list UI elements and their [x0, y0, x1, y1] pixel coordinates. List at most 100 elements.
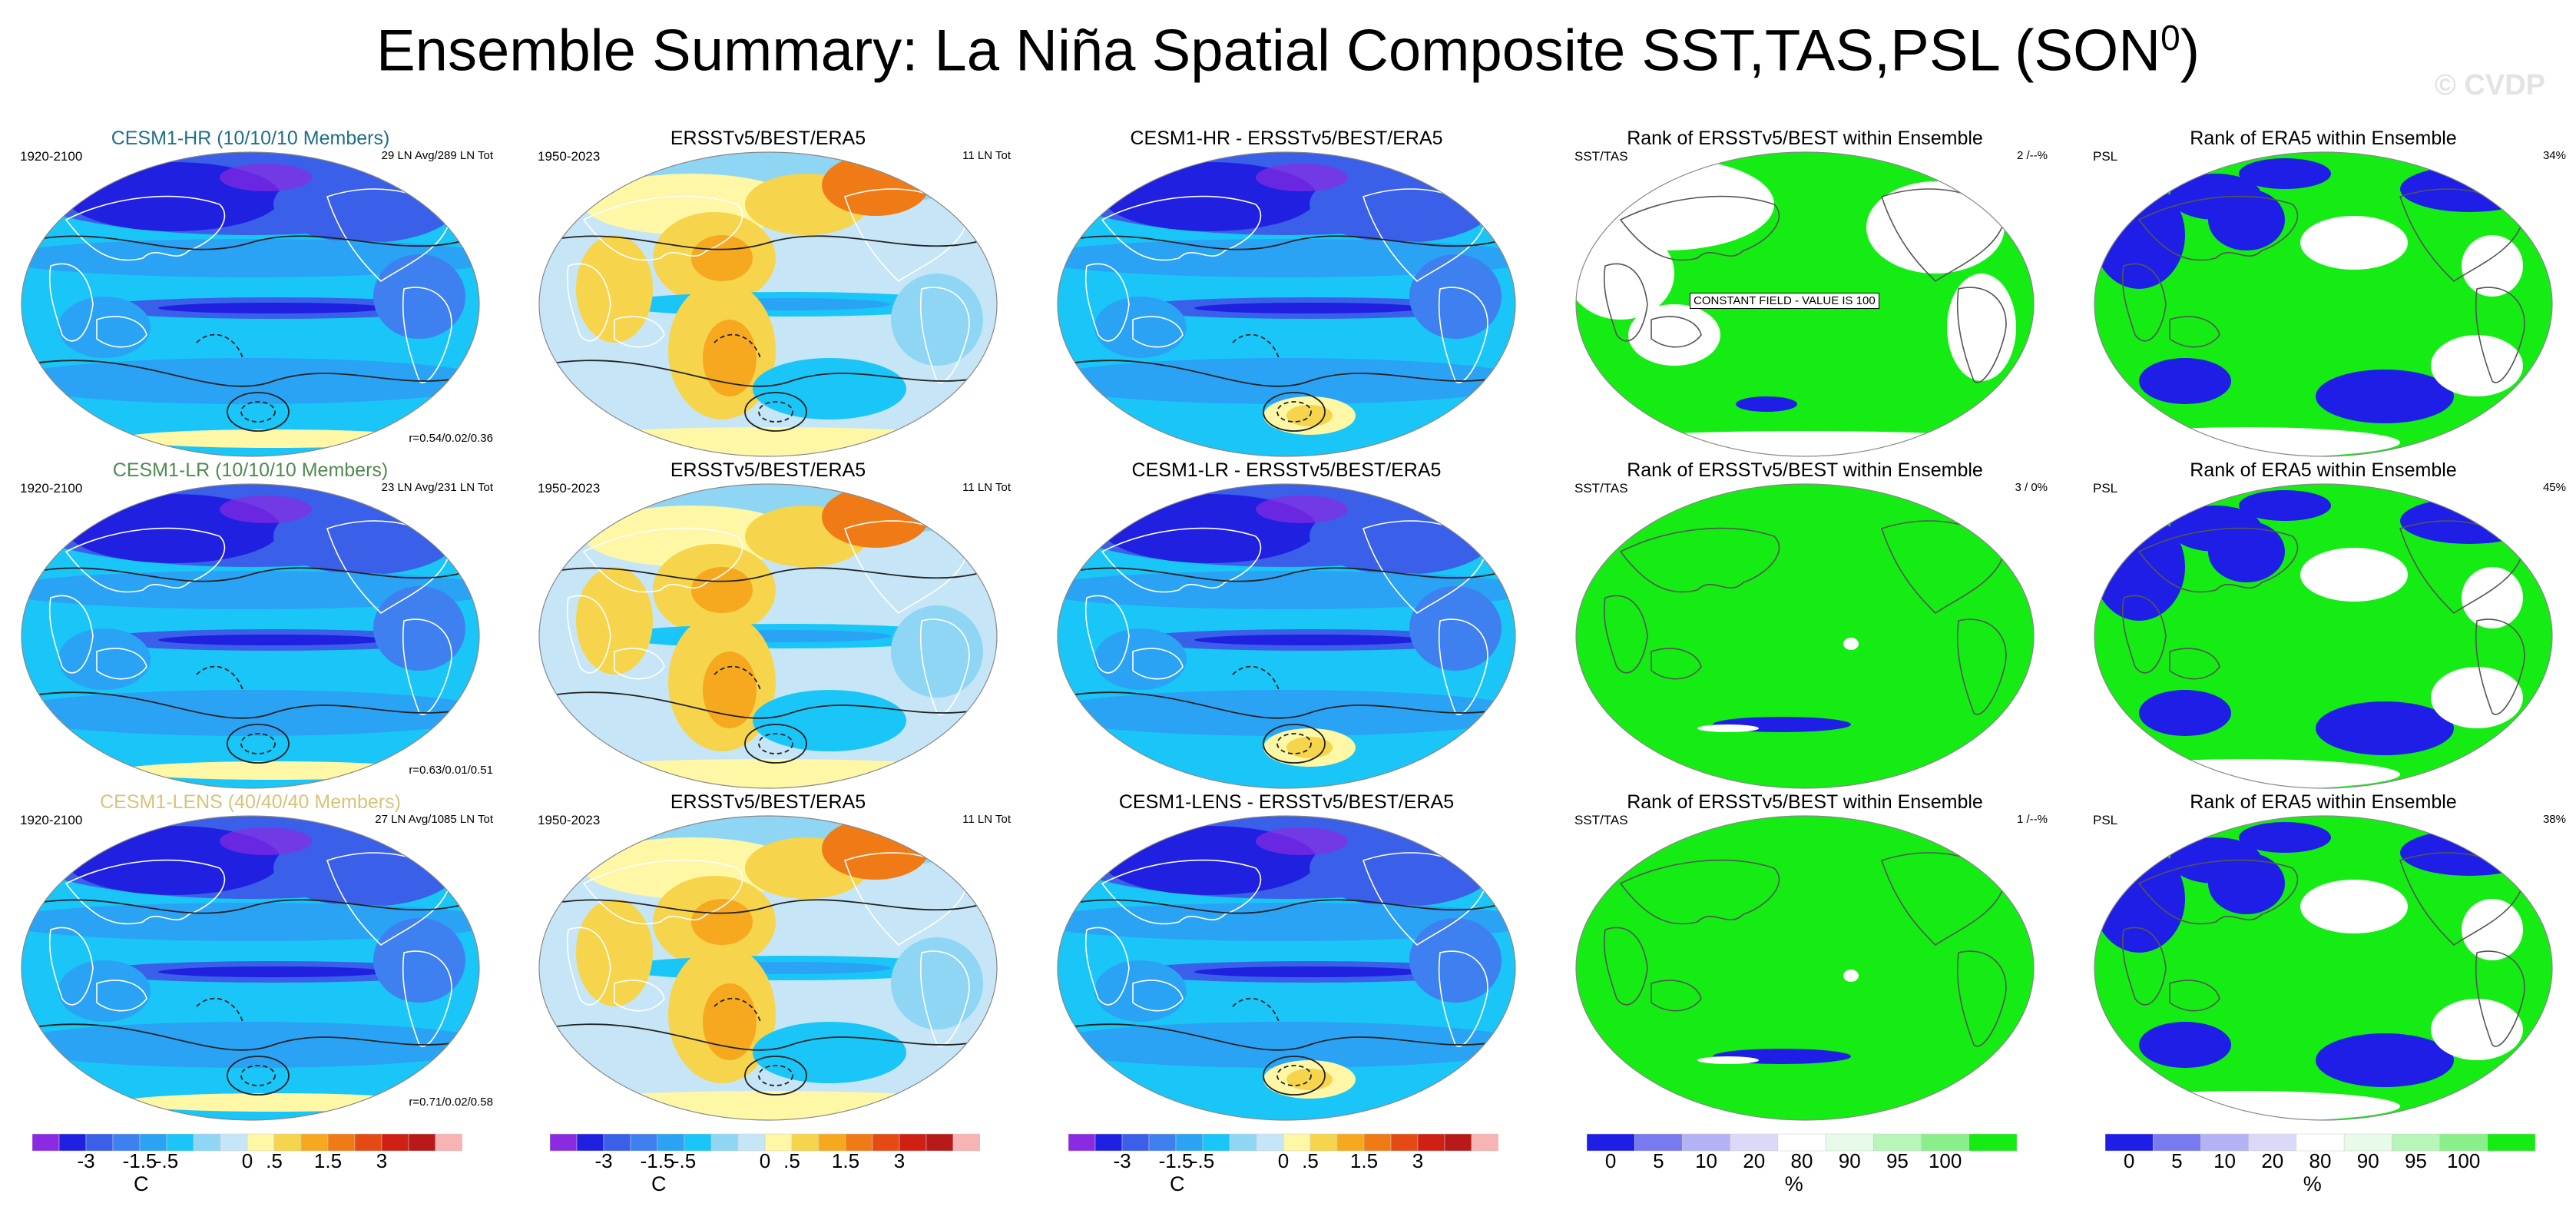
north-pacific-band: [22, 571, 479, 609]
south-america-anomaly: [1409, 918, 1502, 1003]
arctic-max-anomaly: [1256, 827, 1348, 855]
panel-title: CESM1-LR - ERSSTv5/BEST/ERA5: [1131, 459, 1442, 481]
pattern-correlation-label: r=0.71/0.02/0.58: [409, 1096, 493, 1109]
map-plot: [2094, 815, 2553, 1121]
colorbar-tick-label: 100: [2447, 1149, 2480, 1171]
colorbar-swatch: [684, 1133, 712, 1152]
colorbar-swatch: [2343, 1133, 2392, 1152]
low-rank-arctic: [2239, 158, 2331, 189]
colorbar-tick-label: 3: [894, 1149, 905, 1171]
map-outline: [538, 815, 998, 1121]
south-pacific-cold: [753, 358, 906, 419]
coastlines: [2121, 188, 2525, 383]
west-pacific-core: [691, 567, 753, 613]
colorbar-tick-label: .5: [783, 1149, 800, 1171]
low-rank-north-america: [2400, 498, 2538, 544]
colorbar-tick-label: 0: [1605, 1149, 1616, 1171]
colorbar-tick-label: 90: [2357, 1149, 2379, 1171]
indian-ocean-warm: [576, 567, 653, 675]
colorbar-swatches: -3 -1.5-.5 0 .5 1.5 3: [1068, 1133, 1498, 1171]
colorbar-swatches: 0 5 10 20 80 90 95 100: [2105, 1133, 2535, 1171]
map-outline: [2094, 483, 2553, 789]
land-mask-africa: [1576, 227, 1674, 320]
colorbar-swatch: [247, 1133, 275, 1152]
map-plot: [21, 483, 480, 789]
colorbar-tick-label: 0: [242, 1149, 253, 1171]
colorbar-tick-label: 80: [2309, 1149, 2332, 1171]
psl-contours: [539, 898, 997, 1096]
map-field: [2094, 152, 2552, 456]
colorbar-tick-label: 95: [1886, 1149, 1909, 1171]
colorbar-swatch: [1363, 1133, 1392, 1152]
north-pacific-band: [22, 239, 479, 277]
colorbar-swatch: [408, 1133, 436, 1152]
southern-ocean-band: [22, 358, 479, 404]
atlantic-cool: [891, 274, 983, 366]
colorbar-swatch: [550, 1133, 578, 1152]
colorbar: -3 -1.5 -.5 0 .5 1.5 3 C: [550, 1132, 980, 1195]
panel-right-label: 3 / 0%: [2015, 481, 2048, 494]
panel-left-label: PSL: [2093, 149, 2118, 164]
colorbar-swatch: [737, 1133, 766, 1152]
north-pacific-band: [22, 903, 479, 941]
land-mask-antarctica: [1576, 431, 2034, 456]
colorbar-swatch: [300, 1133, 329, 1152]
colorbar-swatch: [1873, 1133, 1922, 1152]
colorbar-swatch: [2200, 1133, 2249, 1152]
south-america-anomaly: [373, 918, 465, 1003]
mid-rank-antarctic: [2094, 759, 2400, 788]
colorbar-swatch: [1202, 1133, 1230, 1152]
colorbar-tick-label: 90: [1839, 1149, 1861, 1171]
colorbar-swatches: -3 -1.5-.5 0 .5 1.5 3: [32, 1133, 462, 1171]
colorbar-swatch: [1094, 1133, 1123, 1152]
colorbar-swatch: [1336, 1133, 1365, 1152]
map-outline: [1575, 483, 2035, 789]
coastlines: [566, 520, 970, 715]
colorbar-swatch: [791, 1133, 819, 1152]
panel-right-label: 11 LN Tot: [962, 149, 1011, 162]
mixed-rank-patch: [1697, 724, 1759, 732]
map-field: [2094, 816, 2552, 1120]
panel-left-label: 1920-2100: [20, 149, 83, 164]
panel-right-label: 45%: [2542, 481, 2566, 494]
colorbar-swatch: [1417, 1133, 1445, 1152]
colorbar-tick-label: 3: [1412, 1149, 1423, 1171]
low-rank-north: [2170, 174, 2262, 220]
panel-left-label: 1950-2023: [538, 813, 601, 827]
colorbar-swatch: [925, 1133, 954, 1152]
australia-anomaly: [58, 960, 151, 1022]
coastlines: [1084, 852, 1488, 1047]
colorbar-unit: C: [1170, 1172, 1185, 1195]
map-panel: CESM1-HR - ERSSTv5/BEST/ERA5: [1041, 128, 1532, 458]
mid-rank-south-atlantic: [2431, 335, 2523, 396]
mid-rank-pacific: [2300, 548, 2408, 602]
colorbar-swatch: [1148, 1133, 1177, 1152]
panel-left-label: 1950-2023: [538, 481, 601, 496]
mid-rank-pacific: [2300, 880, 2408, 933]
colorbar-swatch: [2392, 1133, 2440, 1152]
colorbar-swatch: [1256, 1133, 1284, 1152]
colorbar-swatch: [2248, 1133, 2297, 1152]
coastlines: [566, 852, 970, 1047]
panel-title: ERSSTv5/BEST/ERA5: [670, 459, 866, 481]
mid-rank-south-atlantic: [2431, 999, 2523, 1060]
map-plot: [1057, 151, 1516, 457]
panel-right-label: 38%: [2542, 813, 2566, 826]
low-rank-southern: [2316, 370, 2454, 423]
map-plot: [21, 151, 480, 457]
colorbar-swatch: [2296, 1133, 2345, 1152]
panel-left-label: 1920-2100: [20, 813, 83, 827]
map-plot: [2094, 151, 2553, 457]
map-field: [539, 152, 997, 456]
colorbar-tick-label: 1.5: [832, 1149, 859, 1171]
panel-right-label: 29 LN Avg/289 LN Tot: [381, 149, 493, 162]
mid-rank-antarctic: [2094, 427, 2400, 456]
equatorial-core: [1194, 635, 1425, 645]
equatorial-core: [158, 303, 389, 313]
panel-left-label: 1920-2100: [20, 481, 83, 496]
colorbar-unit: %: [2303, 1172, 2322, 1195]
colorbar-swatch: [1283, 1133, 1311, 1152]
coastlines: [1084, 520, 1488, 715]
colorbar: -3 -1.5 -.5 0 .5 1.5 3 C: [1068, 1132, 1498, 1195]
map-outline: [1057, 483, 1516, 789]
